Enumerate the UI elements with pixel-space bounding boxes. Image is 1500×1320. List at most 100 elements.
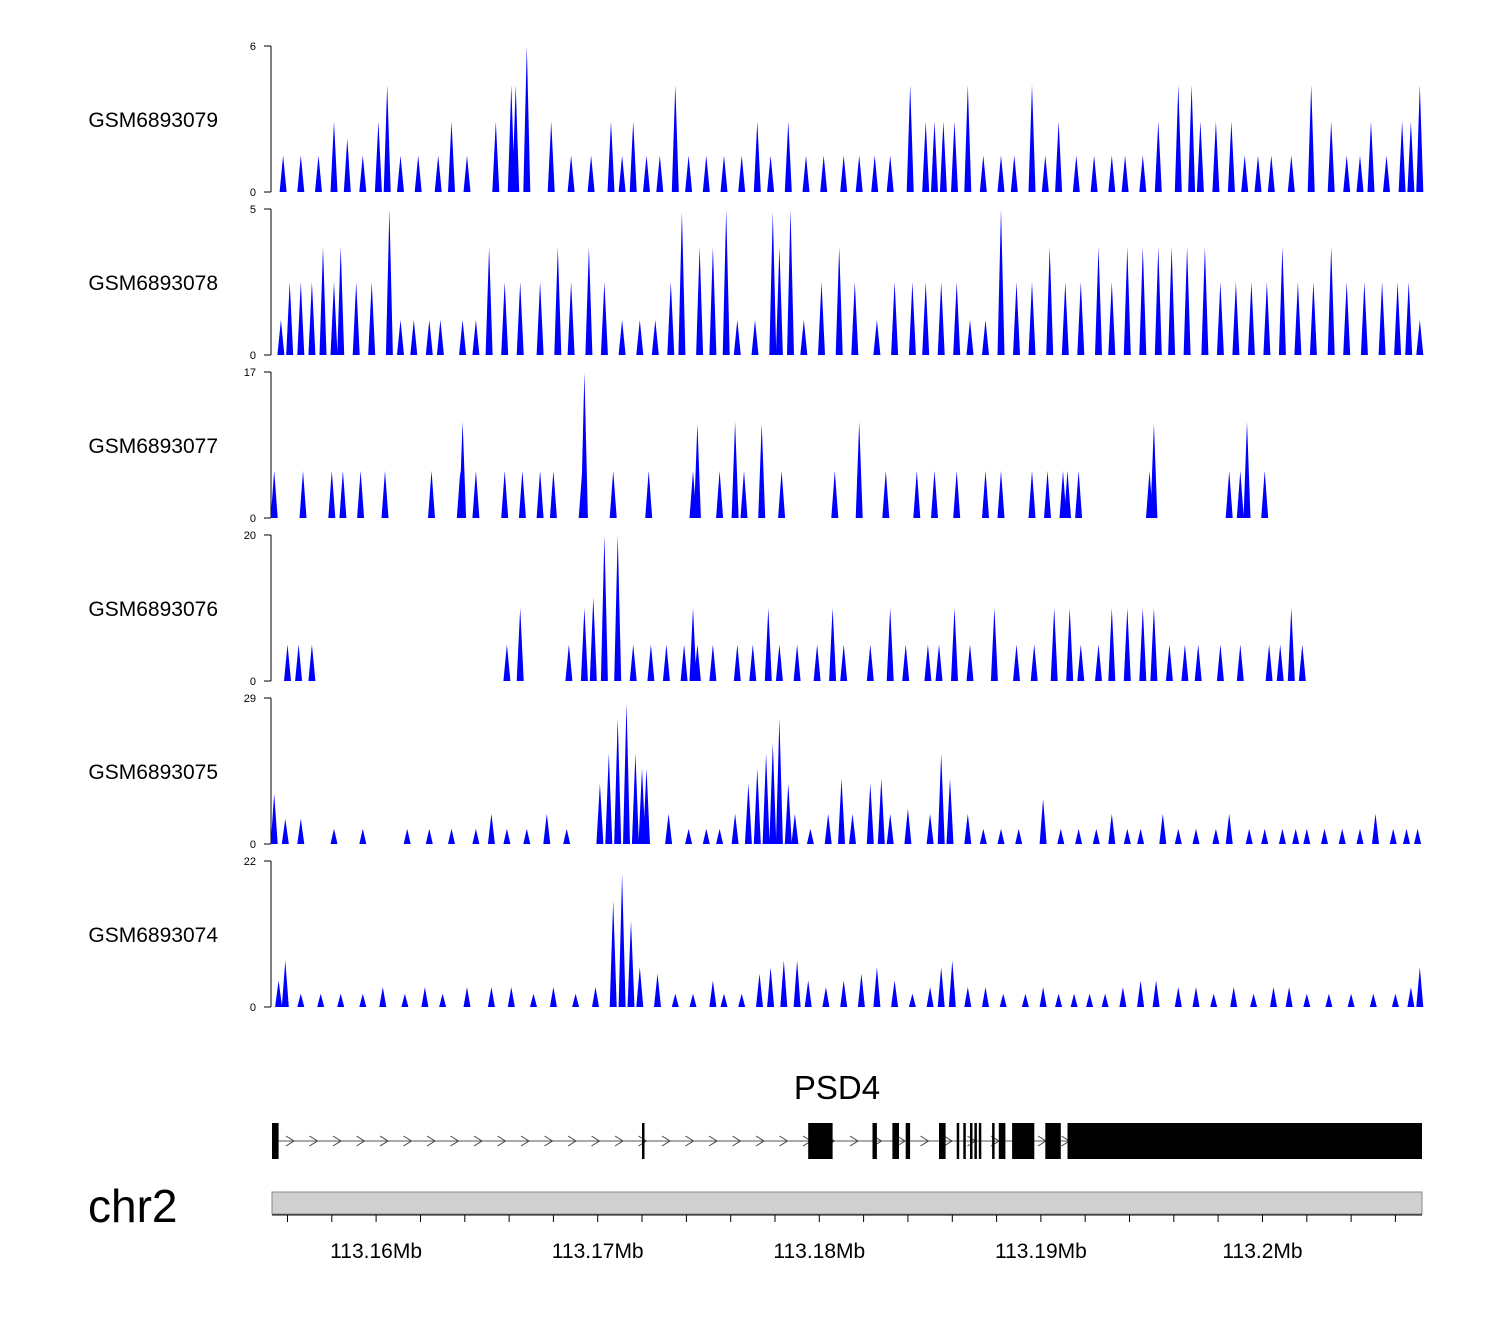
coverage-peak <box>871 155 879 192</box>
coverage-peak <box>297 282 305 355</box>
coverage-peak <box>1230 987 1238 1007</box>
coverage-peak <box>1356 155 1364 192</box>
coverage-peak <box>1137 828 1145 844</box>
coverage-peak <box>753 121 761 192</box>
strand-arrow <box>379 1135 389 1147</box>
coverage-peak <box>403 828 411 844</box>
coverage-peak <box>600 282 608 355</box>
coverage-peak <box>472 320 480 355</box>
coverage-peak <box>1139 247 1147 355</box>
coverage-peak <box>733 320 741 355</box>
coverage-peak <box>507 987 515 1007</box>
coverage-peak <box>1090 155 1098 192</box>
coverage-peak <box>1285 987 1293 1007</box>
coverage-peak <box>1168 247 1176 355</box>
coverage-peak <box>299 470 307 518</box>
gene-exon <box>892 1123 899 1159</box>
coverage-peak <box>1095 644 1102 681</box>
strand-arrow <box>779 1135 789 1147</box>
coverage-peak <box>516 608 524 681</box>
coverage-peak <box>1174 987 1182 1007</box>
gene-name-label: PSD4 <box>794 1069 880 1106</box>
coverage-peak <box>647 644 655 681</box>
coverage-peak <box>1398 121 1406 192</box>
x-tick-label: 113.18Mb <box>773 1240 865 1263</box>
gene-exon <box>808 1123 833 1159</box>
coverage-peak <box>1294 282 1302 355</box>
coverage-peak <box>1039 798 1047 844</box>
coverage-peak <box>999 993 1007 1007</box>
coverage-peak <box>749 644 757 681</box>
coverage-peak <box>397 155 404 192</box>
coverage-peak <box>317 993 325 1007</box>
coverage-peak <box>891 282 899 355</box>
coverage-peak <box>1303 993 1311 1007</box>
coverage-peak <box>549 987 557 1007</box>
coverage-peak <box>877 778 885 844</box>
coverage-peak <box>1050 608 1058 681</box>
chromosome-ideogram-bar <box>271 1191 1423 1215</box>
strand-arrow <box>614 1135 624 1147</box>
gene-track: PSD4 <box>272 1069 1422 1159</box>
strand-arrow <box>356 1135 366 1147</box>
coverage-peak <box>629 121 637 192</box>
x-tick-label: 113.17Mb <box>552 1240 644 1263</box>
coverage-peak <box>1383 155 1390 192</box>
strand-arrow <box>473 1135 483 1147</box>
y-tick-label-max: 20 <box>244 530 256 542</box>
coverage-peak <box>401 993 409 1007</box>
coverage-peak <box>1278 828 1286 844</box>
coverage-peak <box>1030 644 1038 681</box>
coverage-peak <box>359 155 367 192</box>
coverage-peak <box>614 535 622 681</box>
coverage-peak <box>696 247 704 355</box>
coverage-peak <box>1225 470 1233 518</box>
coverage-peak <box>720 155 728 192</box>
coverage-peak <box>1292 828 1300 844</box>
coverage-peak <box>1263 282 1271 355</box>
coverage-peak <box>1325 993 1333 1007</box>
coverage-peak <box>284 644 291 681</box>
y-tick-label-zero: 0 <box>250 187 256 199</box>
strand-arrow <box>567 1135 577 1147</box>
y-tick-label-zero: 0 <box>250 1002 256 1014</box>
coverage-peak <box>751 320 759 355</box>
coverage-peak <box>829 608 837 681</box>
coverage-peak <box>308 644 316 681</box>
coverage-peak <box>678 211 686 355</box>
coverage-peak <box>775 644 783 681</box>
y-tick-label-zero: 0 <box>250 676 256 688</box>
coverage-peak <box>463 155 471 192</box>
coverage-peak <box>873 967 881 1007</box>
coverage-peak <box>503 644 511 681</box>
coverage-peak <box>1159 813 1167 844</box>
coverage-peak <box>685 828 693 844</box>
coverage-peak <box>1181 644 1189 681</box>
coverage-peak <box>459 421 467 518</box>
coverage-peak <box>1261 828 1269 844</box>
coverage-peak <box>1059 470 1067 518</box>
coverage-peak <box>1066 608 1074 681</box>
coverage-peak <box>343 138 351 192</box>
coverage-peak <box>1327 247 1335 355</box>
coverage-peak <box>328 470 336 518</box>
coverage-peak <box>855 421 863 518</box>
coverage-peak <box>1321 828 1328 844</box>
coverage-peak <box>1039 987 1047 1007</box>
coverage-peak <box>780 960 788 1007</box>
coverage-peak <box>931 470 938 518</box>
coverage-peak <box>277 320 285 355</box>
coverage-peak <box>1057 828 1065 844</box>
coverage-peak <box>297 818 305 844</box>
coverage-peak <box>645 470 653 518</box>
coverage-peak <box>1303 828 1311 844</box>
coverage-peak <box>1343 282 1351 355</box>
coverage-peak <box>769 743 777 844</box>
coverage-peak <box>1232 282 1240 355</box>
coverage-peak <box>840 644 848 681</box>
coverage-peak <box>873 320 881 355</box>
chromosome-axis: chr2 113.16Mb 113.17Mb 113.18Mb 113.19Mb 113… <box>88 1180 1423 1263</box>
coverage-peak <box>924 644 932 681</box>
gene-exon <box>905 1123 911 1159</box>
